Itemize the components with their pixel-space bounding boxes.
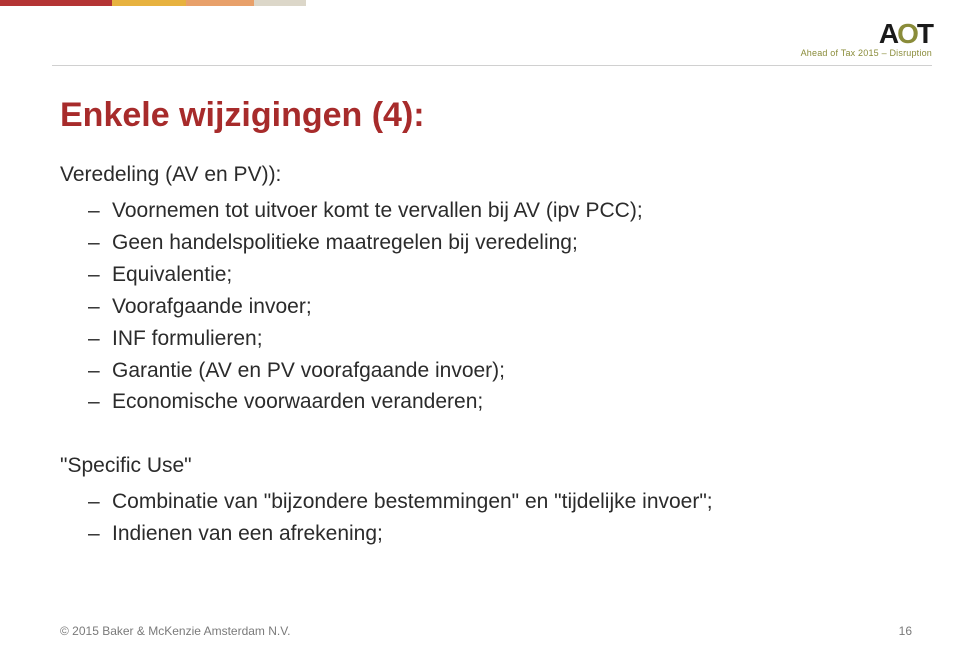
list-item: Combinatie van "bijzondere bestemmingen"… [60,486,900,518]
accent-bar [186,0,254,6]
logo-tagline: Ahead of Tax 2015 – Disruption [762,48,932,58]
list-item: Garantie (AV en PV voorafgaande invoer); [60,355,900,387]
logo-letter-o: O [897,18,917,49]
list-item: Voorafgaande invoer; [60,291,900,323]
list-item: Equivalentie; [60,259,900,291]
brand-logo: AOT Ahead of Tax 2015 – Disruption [762,18,932,58]
accent-bars [0,0,306,6]
bullet-list-1: Combinatie van "bijzondere bestemmingen"… [60,486,900,550]
slide-content: Enkele wijzigingen (4): Veredeling (AV e… [60,96,900,550]
bullet-list-0: Voornemen tot uitvoer komt te vervallen … [60,195,900,418]
list-item: Geen handelspolitieke maatregelen bij ve… [60,227,900,259]
list-item: Voornemen tot uitvoer komt te vervallen … [60,195,900,227]
logo-letter-a: A [879,18,897,49]
logo-letter-t: T [917,18,932,49]
list-item: Economische voorwaarden veranderen; [60,386,900,418]
accent-bar [254,0,306,6]
slide-title: Enkele wijzigingen (4): [60,96,900,135]
slide-footer: © 2015 Baker & McKenzie Amsterdam N.V. 1… [60,624,912,638]
accent-bar [112,0,186,6]
page-number: 16 [899,624,912,638]
section-heading-1: "Specific Use" [60,454,900,478]
slide: { "top_bars": [ { "w": 112, "color": "#b… [0,0,960,656]
section-heading-0: Veredeling (AV en PV)): [60,163,900,187]
logo-mark: AOT [762,18,932,50]
copyright-text: © 2015 Baker & McKenzie Amsterdam N.V. [60,624,291,638]
list-item: Indienen van een afrekening; [60,518,900,550]
accent-bar [0,0,112,6]
header-rule [52,65,932,66]
list-item: INF formulieren; [60,323,900,355]
